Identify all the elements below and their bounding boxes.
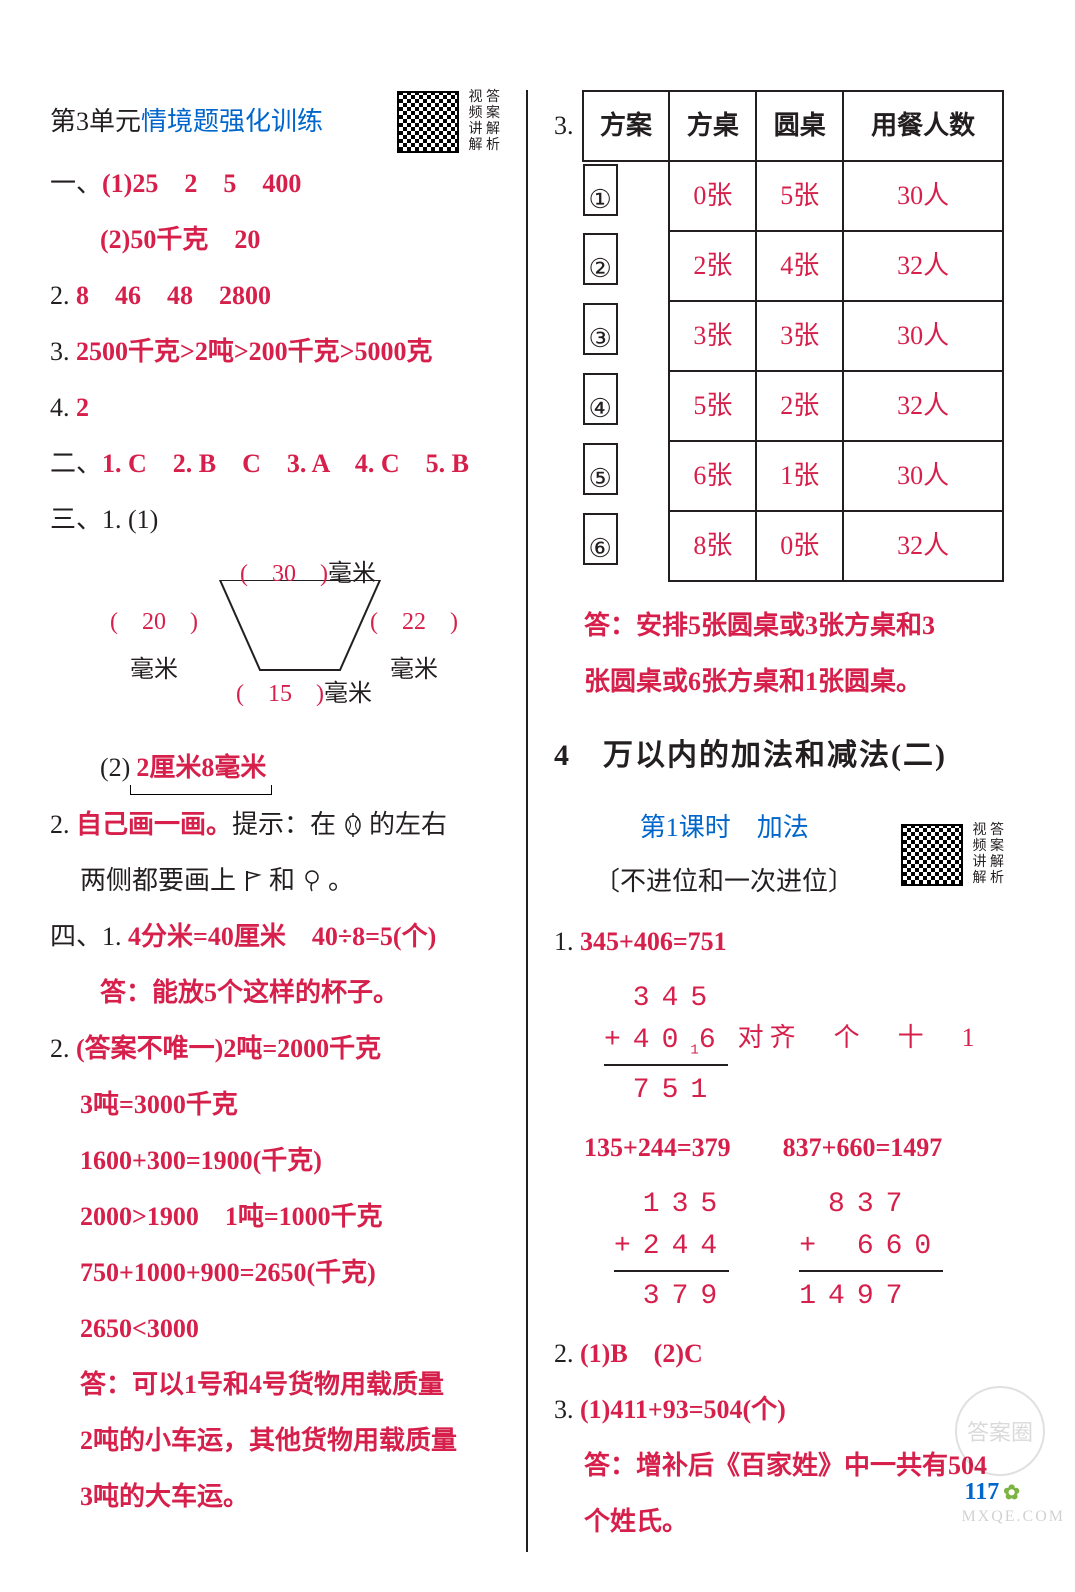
- p3b: 答：增补后《百家姓》中一共有504: [554, 1440, 1004, 1492]
- p3c: 个姓氏。: [554, 1496, 1004, 1548]
- leaf-icon: ✿: [1003, 1482, 1020, 1504]
- s3-q1-head: 三、1. (1): [50, 494, 500, 546]
- q3-ans1: 答：安排5张圆桌或3张方桌和3: [554, 600, 1004, 652]
- table-row: ⑤6张1张30人: [583, 441, 1004, 511]
- qr-label: 视 答 频 案 讲 解 解 析: [973, 823, 1005, 887]
- table-row: ⑥8张0张32人: [583, 511, 1004, 581]
- page-number: 117✿: [965, 1479, 1020, 1506]
- p1-eq: 1. 345+406=751: [554, 916, 1004, 968]
- s4-q2-3: 2000>1900 1吨=1000千克: [50, 1191, 500, 1243]
- s4-q2-6: 答：可以1号和4号货物用载质量: [50, 1359, 500, 1411]
- s2: 二、1. C 2. B C 3. A 4. C 5. B: [50, 438, 500, 490]
- trapezoid-figure: ( 30 )毫米 ( 20 )毫米 ( 22 )毫米 ( 15 )毫米: [180, 552, 440, 702]
- section4-heading: 4 万以内的加法和减法(二): [554, 726, 1004, 786]
- table-row: ②2张4张32人: [583, 231, 1004, 301]
- s4-q1b: 答：能放5个这样的杯子。: [50, 967, 500, 1019]
- s3-q2a: 2. 自己画一画。提示：在 的左右: [50, 799, 500, 851]
- th-square: 方桌: [669, 91, 756, 161]
- th-plan: 方案: [583, 91, 670, 161]
- s4-q2-8: 3吨的大车运。: [50, 1471, 500, 1523]
- table-row: ①0张5张30人: [583, 161, 1004, 231]
- p3a: 3. (1)411+93=504(个): [554, 1384, 1004, 1436]
- plan-table: 方案 方桌 圆桌 用餐人数 ①0张5张30人 ②2张4张32人 ③3张3张30人…: [582, 90, 1005, 582]
- vertical-add-2: 135 +244 379: [614, 1184, 729, 1318]
- unit-title-rest: 情境题强化训练: [141, 107, 323, 136]
- s1-q1a: 一、(1)25 2 5 400: [50, 158, 500, 210]
- s3-q1b: (2)2厘米8毫米: [50, 742, 500, 795]
- s4-q2-2: 1600+300=1900(千克): [50, 1135, 500, 1187]
- section4-note: 〔不进位和一次进位〕: [554, 856, 895, 908]
- qr-code-icon: [901, 824, 963, 886]
- s4-q2-5: 2650<3000: [50, 1303, 500, 1355]
- lantern-icon: [343, 813, 363, 837]
- watermark-badge: 答案圈: [955, 1386, 1045, 1476]
- vertical-add-3: 837 + 660 1497: [799, 1184, 943, 1318]
- s4-q2-1: 3吨=3000千克: [50, 1079, 500, 1131]
- table-row: ③3张3张30人: [583, 301, 1004, 371]
- s4-q2-0: 2. (答案不唯一)2吨=2000千克: [50, 1023, 500, 1075]
- left-column: 第3单元情境题强化训练 视 答 频 案 讲 解 解 析 一、(1)25 2 5 …: [50, 90, 520, 1552]
- table-row: ④5张2张32人: [583, 371, 1004, 441]
- q3-ans2: 张圆桌或6张方桌和1张圆桌。: [554, 656, 1004, 708]
- p1-vertical-wrap: 345 +4016 751 对齐 个 十 1: [554, 972, 1004, 1122]
- flag-icon: [243, 869, 263, 893]
- table-header-row: 方案 方桌 圆桌 用餐人数: [583, 91, 1004, 161]
- trap-top: ( 30 )毫米: [240, 550, 376, 598]
- qr-label: 视 答 频 案 讲 解 解 析: [469, 90, 501, 154]
- trap-bottom: ( 15 )毫米: [236, 670, 372, 718]
- section4-sub: 第1课时 加法: [554, 802, 895, 854]
- s1-q2: 2. 8 46 48 2800: [50, 270, 500, 322]
- s1-q3: 3. 2500千克>2吨>200千克>5000克: [50, 326, 500, 378]
- watermark-text: MXQE.COM: [961, 1508, 1065, 1526]
- right-column: 3. 方案 方桌 圆桌 用餐人数 ①0张5张30人 ②2张4张32人 ③3张3张…: [534, 90, 1004, 1552]
- q3-label: 3.: [554, 90, 574, 152]
- th-people: 用餐人数: [843, 91, 1003, 161]
- s3-q2b: 两侧都要画上 和 。: [50, 855, 500, 907]
- p1-side-note: 对齐 个 十 1: [738, 1012, 981, 1064]
- p2: 2. (1)B (2)C: [554, 1328, 1004, 1380]
- sub-row: 第1课时 加法 〔不进位和一次进位〕 视 答 频 案 讲 解 解 析: [554, 794, 1004, 916]
- unit-title-prefix: 第3单元: [50, 107, 141, 136]
- th-round: 圆桌: [756, 91, 843, 161]
- trap-right: ( 22 )毫米: [370, 598, 458, 694]
- trap-left: ( 20 )毫米: [110, 598, 198, 694]
- s4-q2-4: 750+1000+900=2650(千克): [50, 1247, 500, 1299]
- column-divider: [526, 90, 528, 1552]
- page-root: 第3单元情境题强化训练 视 答 频 案 讲 解 解 析 一、(1)25 2 5 …: [0, 0, 1075, 1592]
- s4-q2-7: 2吨的小车运，其他货物用载质量: [50, 1415, 500, 1467]
- underlined-answer: 2厘米8毫米: [130, 742, 272, 795]
- vertical-add-1: 345 +4016 751: [604, 978, 728, 1112]
- s1-q1b: (2)50千克 20: [50, 214, 500, 266]
- unit-title-row: 第3单元情境题强化训练 视 答 频 案 讲 解 解 析: [50, 90, 500, 154]
- s1-q4: 4. 2: [50, 382, 500, 434]
- s4-q1a: 四、1. 4分米=40厘米 40÷8=5(个): [50, 911, 500, 963]
- qr-code-icon: [397, 91, 459, 153]
- balloon-icon: [302, 869, 322, 893]
- q3-row: 3. 方案 方桌 圆桌 用餐人数 ①0张5张30人 ②2张4张32人 ③3张3张…: [554, 90, 1004, 600]
- vertical-pair: 135 +244 379 837 + 660 1497: [554, 1178, 1004, 1328]
- p1b-eqs: 135+244=379 837+660=1497: [554, 1122, 1004, 1174]
